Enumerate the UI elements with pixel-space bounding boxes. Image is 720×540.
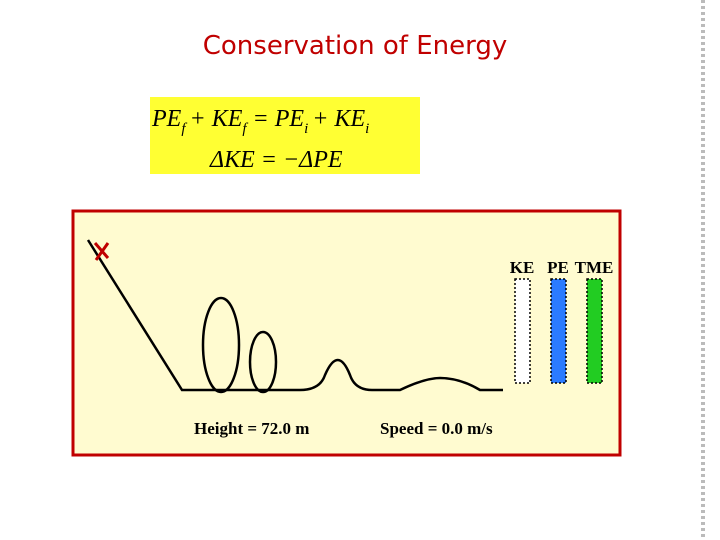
loop — [248, 330, 278, 394]
bar-label: KE — [510, 258, 535, 277]
speed-readout: Speed = 0.0 m/s — [380, 419, 493, 438]
eq-term: + KE — [312, 106, 365, 132]
eq-term: + KE — [190, 106, 243, 132]
height-readout: Height = 72.0 m — [194, 419, 309, 438]
pe-bar — [550, 278, 567, 384]
diagram-frame — [71, 209, 622, 457]
equation-box — [150, 97, 420, 174]
eq-term: PE — [151, 106, 182, 132]
track-path — [86, 239, 503, 392]
track — [86, 239, 503, 394]
eq-subscript: f — [181, 121, 187, 137]
tme-bar — [586, 278, 603, 384]
cart — [93, 242, 110, 261]
loop — [201, 296, 241, 394]
slide-title: Conservation of Energy — [203, 31, 508, 61]
bar-label: TME — [575, 258, 614, 277]
eq-subscript: i — [304, 121, 308, 137]
equation-1: PEf + KEf = PEi + KEi — [151, 106, 369, 137]
cart-mark — [94, 242, 110, 261]
bar-label: PE — [547, 258, 569, 277]
eq-term: = PE — [253, 106, 305, 132]
eq-subscript: f — [242, 121, 248, 137]
eq-subscript: i — [365, 121, 369, 137]
ke-bar — [514, 278, 531, 384]
equation-2: ΔKE = −ΔPE — [209, 147, 343, 173]
